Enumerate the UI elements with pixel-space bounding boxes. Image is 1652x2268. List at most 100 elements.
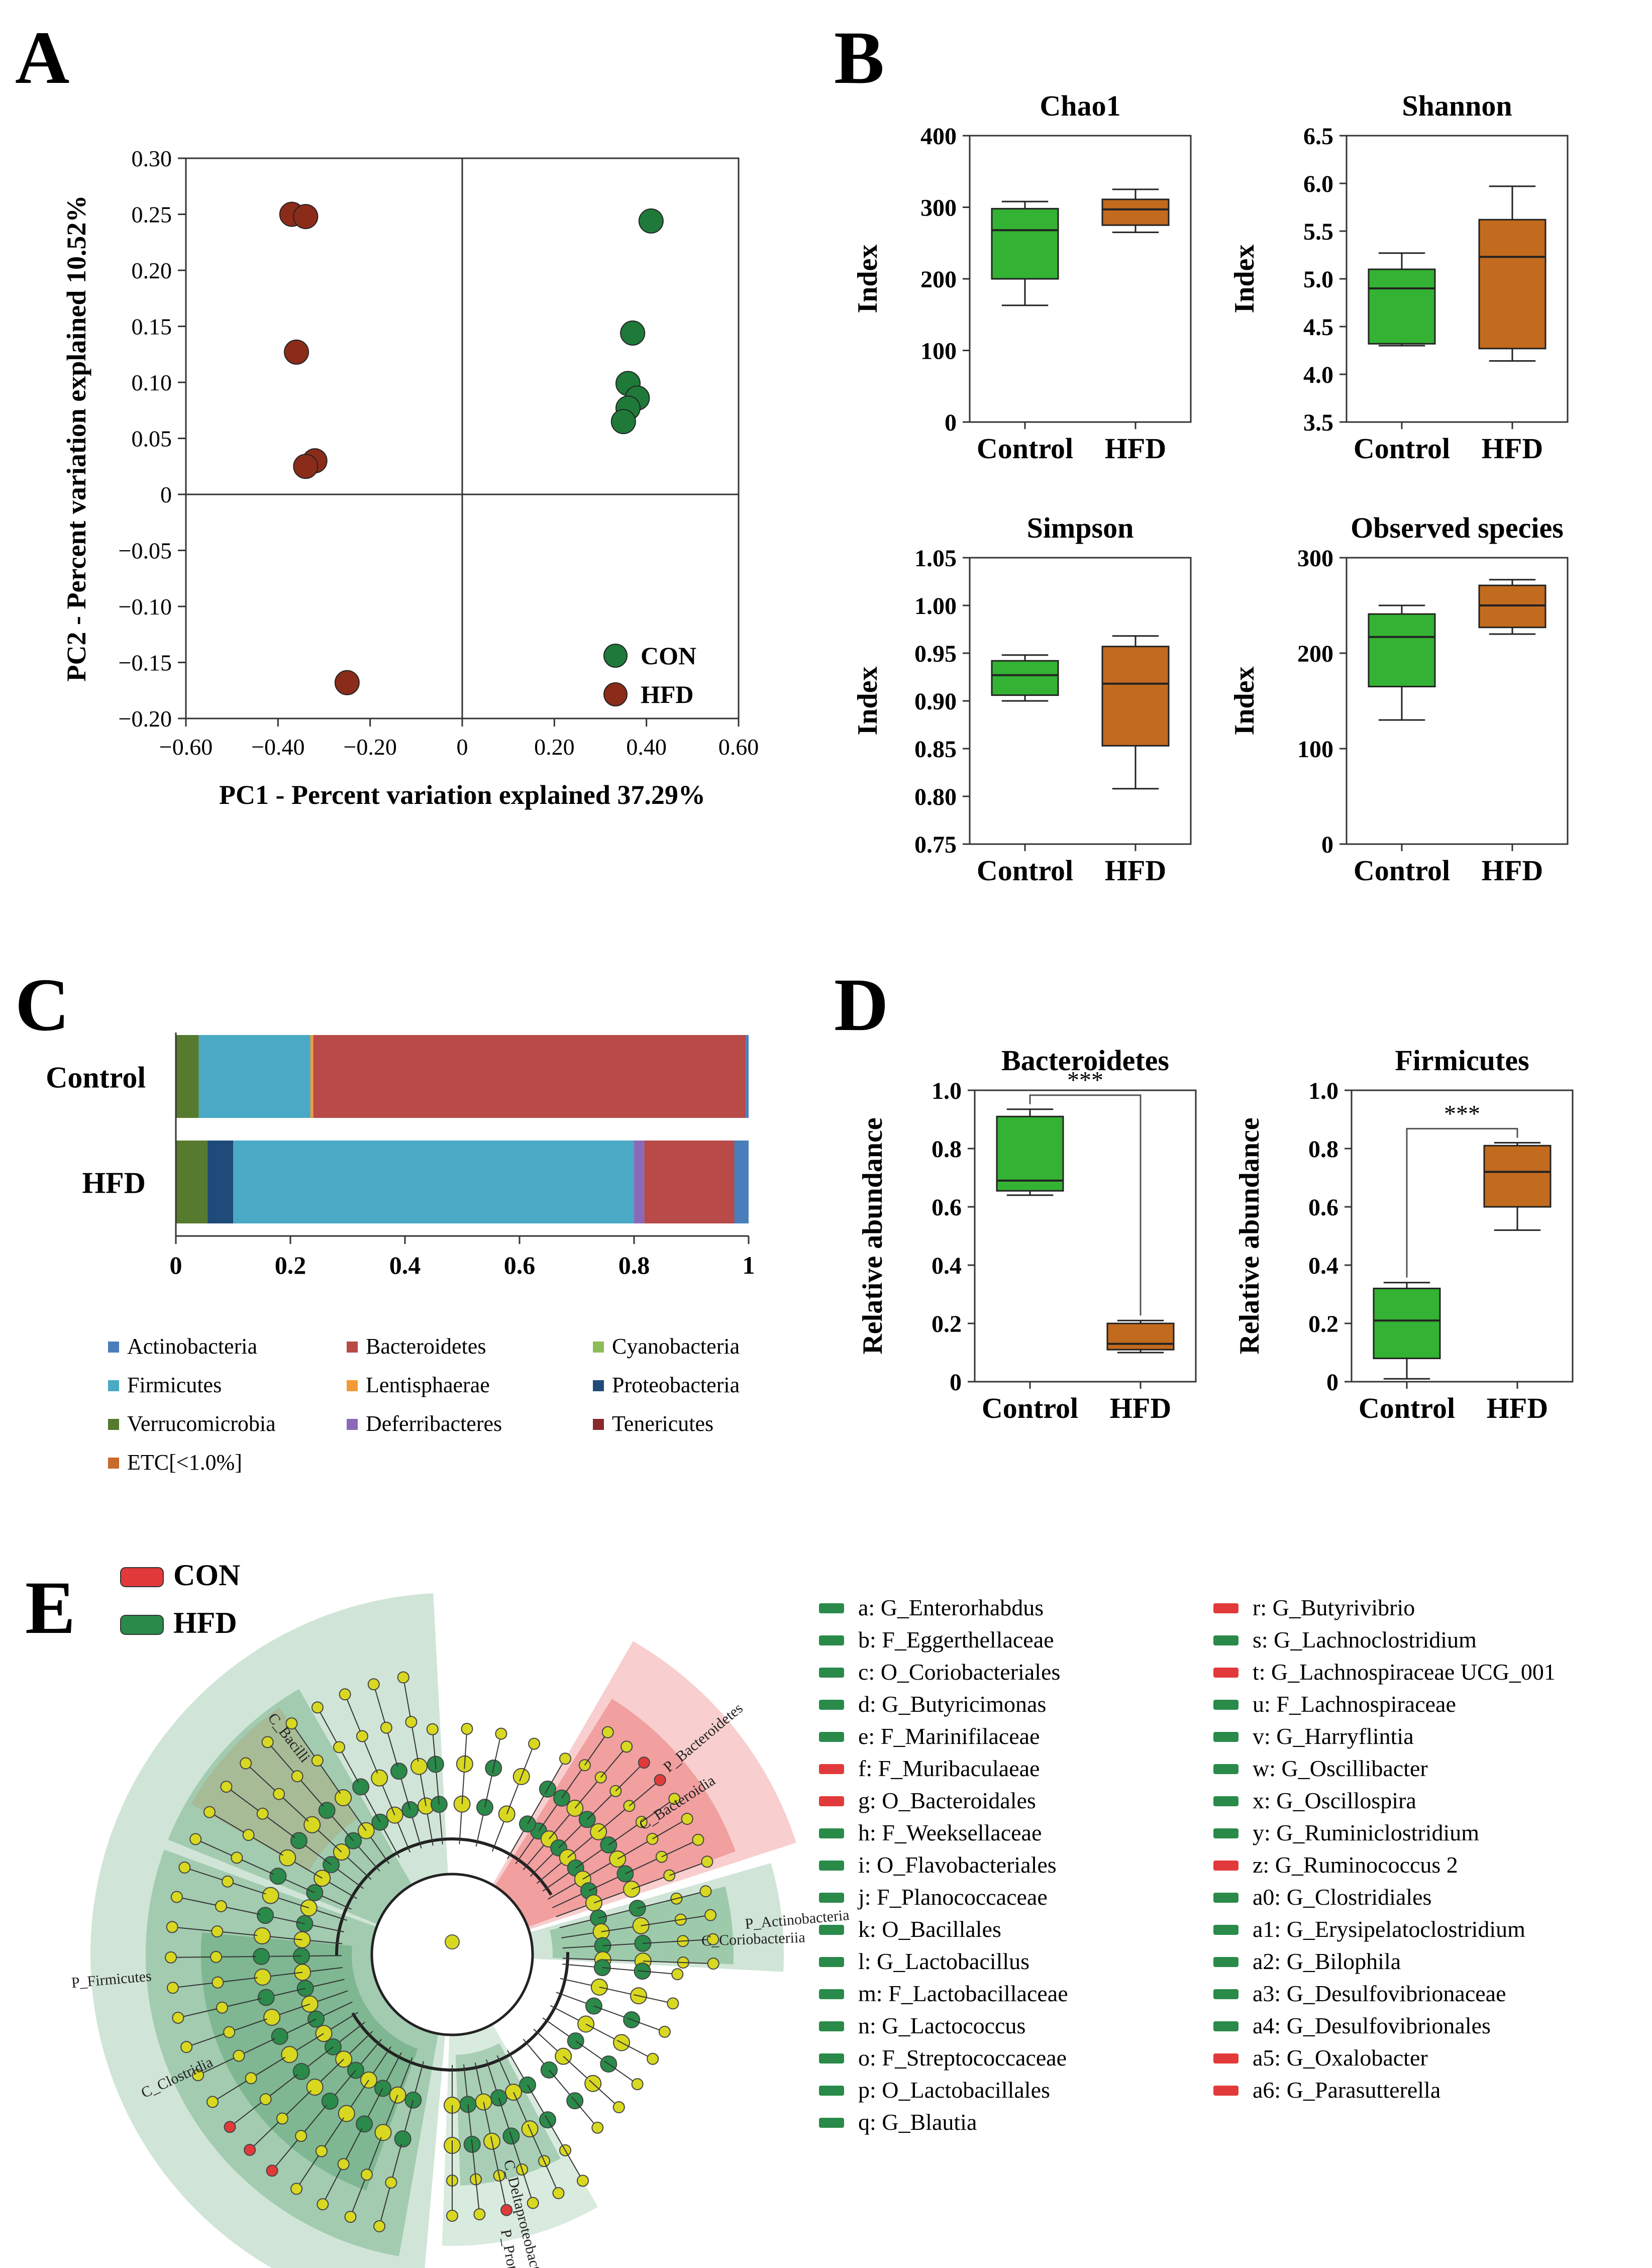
key-swatch [1213,1635,1238,1645]
box-control [991,208,1059,280]
arc-label: C_Coriobacteriia [701,1929,805,1949]
cladogram-branch [661,1839,698,1858]
y-tick-label: 0.8 [1308,1136,1338,1163]
key-label: p: O_Lactobacillales [858,2077,1050,2103]
key-swatch [819,1893,844,1903]
key-swatch [1213,1828,1238,1838]
key-label: u: F_Lachnospiraceae [1253,1691,1456,1717]
y-axis-label: Relative abundance [1234,1117,1265,1354]
cladogram-node [426,1723,439,1735]
cladogram-branch [542,2156,559,2194]
x-tick-label: Control [1354,432,1450,465]
cladogram-branch [296,1776,324,1807]
cladogram-branch [339,1746,359,1783]
legend-label: Lentisphaerae [366,1373,490,1397]
cladogram-node [244,2144,256,2156]
cladogram-branch [262,1813,295,1838]
cladogram-node [671,1968,684,1981]
x-tick-label: 0.8 [618,1251,650,1279]
clade-highlight-bacilli [168,1689,422,1932]
legend-label: Tenericutes [612,1411,713,1436]
cladogram-node [647,2052,659,2065]
y-tick-label: −0.05 [119,538,172,564]
cladogram-node [224,2121,236,2133]
key-swatch [1213,1603,1238,1613]
bar-segment-verrucomicrobia [176,1035,199,1118]
cladogram-branch [245,1763,276,1791]
cladogram-node [371,1769,388,1787]
cladogram-branch [390,2143,402,2183]
bar-segment-firmicutes [233,1141,634,1223]
key-swatch [1213,1764,1238,1774]
cladogram-node [240,1757,252,1770]
cladogram-branch [291,1723,315,1757]
key-label: b: F_Eggerthellaceae [858,1627,1054,1653]
key-swatch [1213,1925,1238,1935]
cladogram-branch [410,1721,419,1762]
cladogram-node [222,1875,234,1888]
key-swatch [819,1603,844,1613]
clade-highlight-deltaproteobacteria [455,2043,561,2186]
y-tick-label: 0.2 [932,1311,962,1337]
cladogram-node [333,1741,346,1754]
cladogram-node [223,2026,236,2038]
cladogram-node [667,1997,679,2010]
box-hfd [1101,198,1170,226]
cladogram-node [166,1982,179,1994]
cladogram-branch [670,1914,711,1922]
cladogram-node [317,2198,329,2211]
cladogram-node [170,1891,183,1903]
y-tick-label: 0.05 [132,426,172,452]
cladogram-node [707,1933,719,1945]
key-swatch [819,2053,844,2064]
cladogram-node [405,1716,418,1728]
cladogram-branch [296,2155,320,2189]
legend-label: Firmicutes [127,1373,222,1397]
key-label: m: F_Lactobacillaceae [858,1981,1068,2006]
cladogram-node [601,1726,614,1738]
cladogram-branch [218,1977,258,1983]
key-swatch [819,1828,844,1838]
legend-label: ETC[<1.0%] [127,1450,242,1475]
cladogram-node [495,1727,507,1740]
y-tick-label: 5.0 [1303,266,1333,293]
cladogram-node [279,1849,296,1867]
cladogram-node [367,1678,380,1691]
legend-swatch [347,1419,358,1430]
y-tick-label: 5.5 [1303,219,1333,245]
cladogram-node [692,1833,704,1846]
y-axis-label: Index [1229,667,1260,736]
cladogram-node [612,2101,625,2114]
x-axis-label: PC1 - Percent variation explained 37.29% [219,780,705,810]
cladogram-branch [598,1805,630,1832]
y-tick-label: 0 [160,482,172,507]
cladogram-node [233,2049,245,2062]
cladogram-branch [229,2102,262,2128]
key-swatch [819,1989,844,1999]
box-control [996,1115,1064,1192]
key-label: a1: G_Erysipelatoclostridium [1253,1916,1525,1942]
cladogram-node [261,1736,274,1748]
y-tick-label: 0 [945,409,957,436]
cladogram-node [321,2092,339,2110]
cladogram-branch [373,1684,386,1723]
key-swatch [819,1957,844,1967]
legend-swatch [108,1380,119,1391]
y-tick-label: 0 [1326,1369,1338,1396]
key-swatch [819,2118,844,2128]
y-tick-label: 0.2 [1308,1311,1338,1337]
key-label: a4: G_Desulfovibrionales [1253,2013,1491,2038]
cladogram-node [338,2105,355,2122]
key-label: a2: G_Bilophila [1253,1948,1401,1974]
cladogram-branch [251,2056,286,2079]
cladogram-branch [545,1758,566,1794]
cladogram-node [292,2063,310,2080]
cladogram-branch [637,1970,678,1975]
box-control [991,660,1059,696]
cladogram-branch [344,1694,361,1732]
cladogram-branch [509,2131,523,2170]
cladogram-node [281,2046,298,2064]
cladogram-branch [249,2121,279,2150]
x-tick-label: −0.60 [159,734,213,760]
